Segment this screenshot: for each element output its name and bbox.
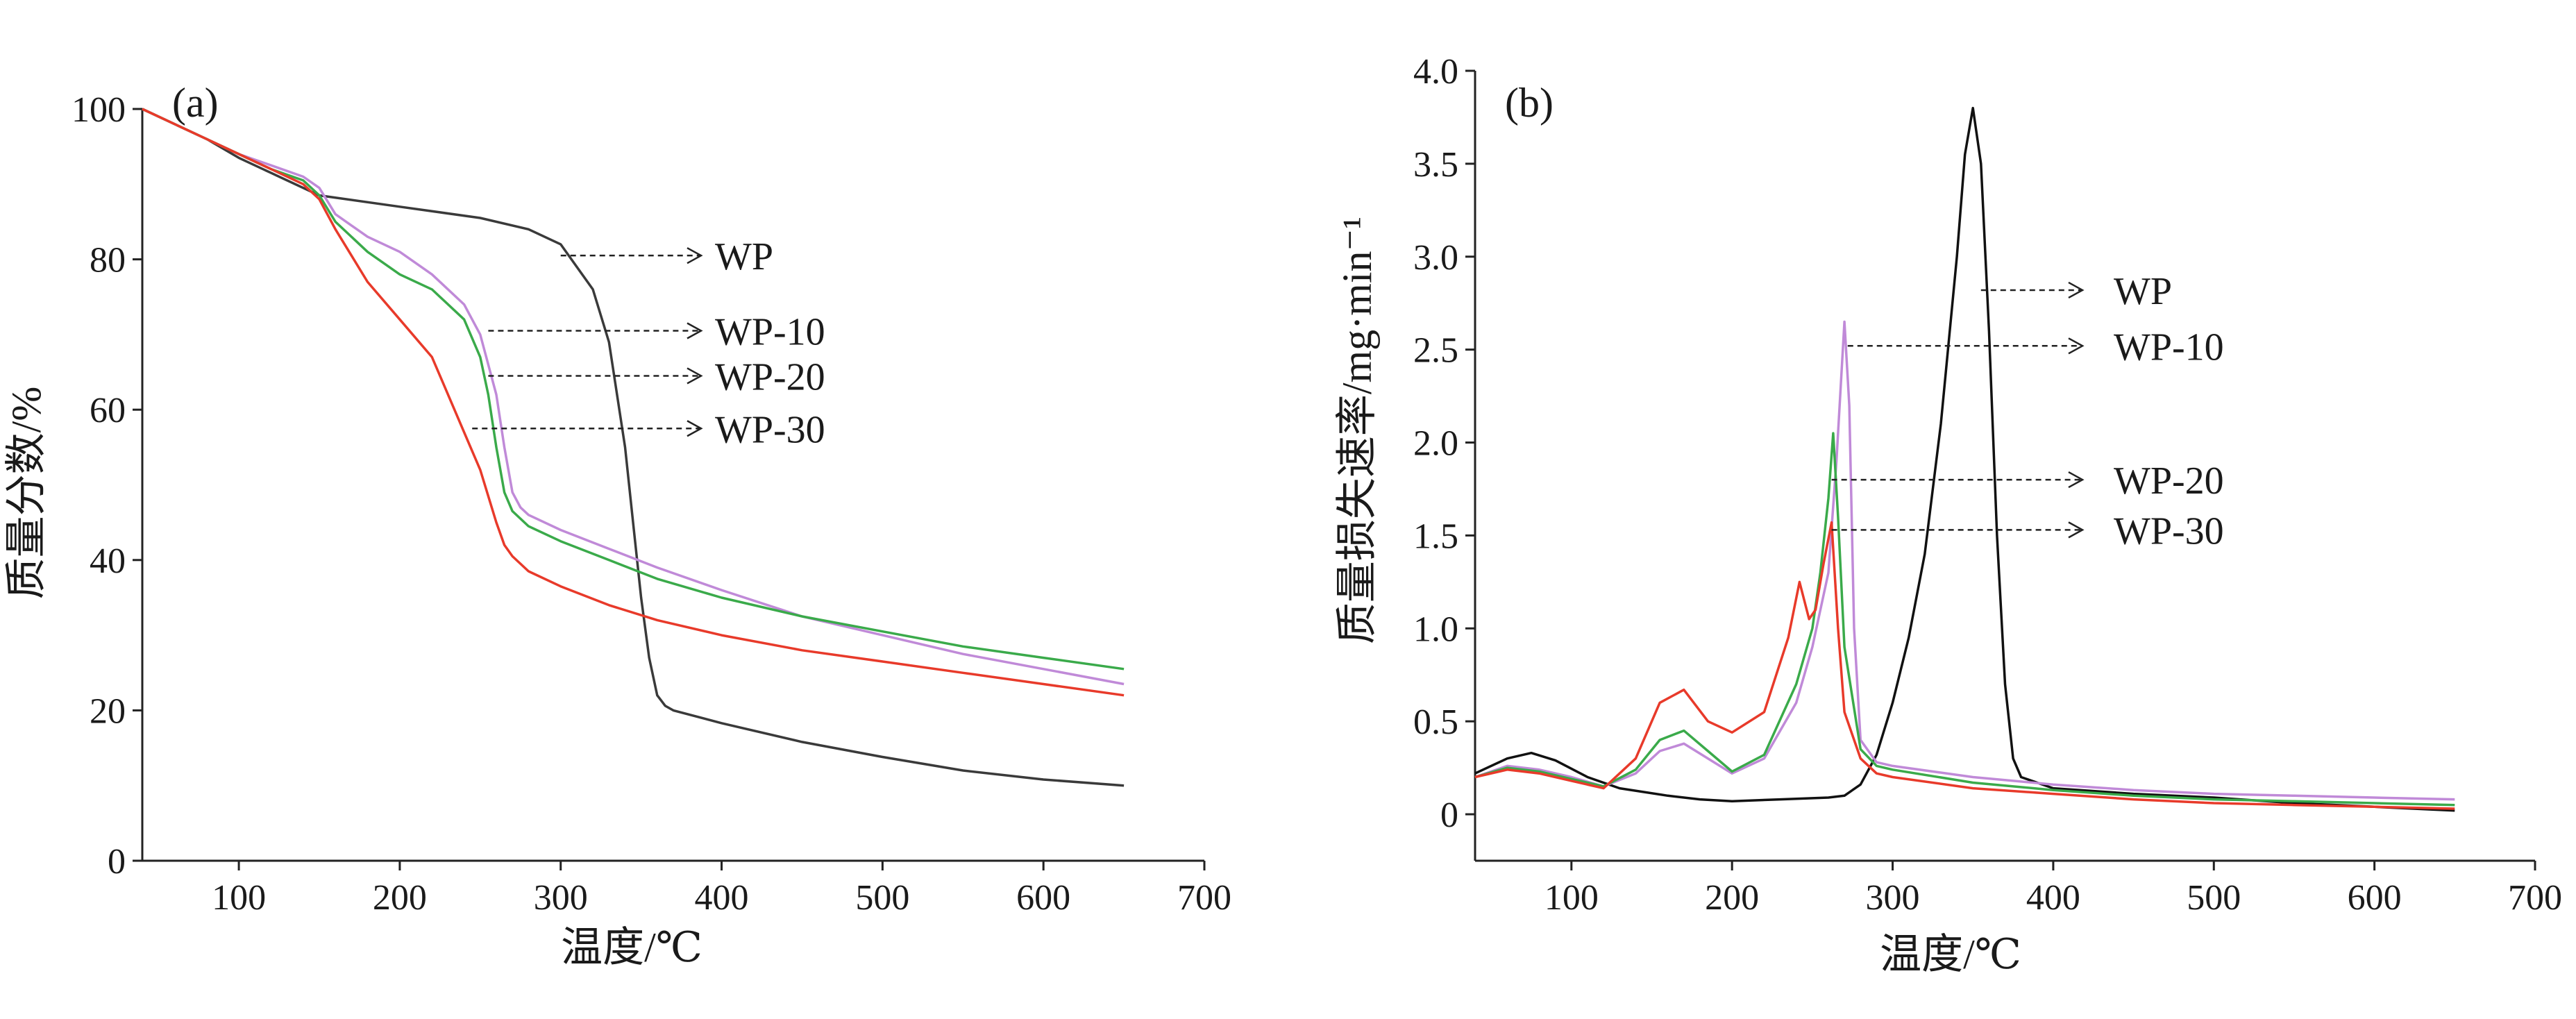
y-tick-label: 100 bbox=[71, 90, 126, 130]
series-line-wp-30 bbox=[1474, 521, 2455, 810]
x-tick-label: 200 bbox=[373, 878, 427, 918]
panel-a-label: (a) bbox=[172, 80, 219, 126]
series-label-wp-10: WP-10 bbox=[715, 310, 825, 353]
annotation-arrowhead bbox=[687, 367, 703, 385]
series-label-wp: WP bbox=[2114, 270, 2172, 313]
series-line-wp bbox=[142, 108, 1125, 787]
x-tick-label: 100 bbox=[212, 878, 266, 918]
annotation-arrowhead bbox=[2068, 337, 2085, 355]
annotation-arrowhead bbox=[687, 420, 703, 437]
y-tick-label: 0.5 bbox=[1413, 702, 1458, 742]
annotation-arrowhead bbox=[2068, 521, 2085, 539]
x-tick-label: 200 bbox=[1705, 878, 1759, 918]
series-label-wp-20: WP-20 bbox=[2114, 460, 2224, 503]
x-tick-label: 700 bbox=[1177, 878, 1231, 918]
x-tick-label: 300 bbox=[534, 878, 588, 918]
x-tick-label: 700 bbox=[2508, 878, 2562, 918]
series-label-wp-10: WP-10 bbox=[2114, 326, 2224, 369]
annotation-arrowhead bbox=[2068, 281, 2085, 299]
series-label-wp-30: WP-30 bbox=[2114, 510, 2224, 553]
y-tick-label: 0 bbox=[108, 842, 126, 882]
x-tick-label: 600 bbox=[2348, 878, 2402, 918]
series-label-wp-30: WP-30 bbox=[715, 408, 825, 451]
x-tick-label: 600 bbox=[1016, 878, 1070, 918]
x-tick-label: 300 bbox=[1866, 878, 1920, 918]
y-tick-label: 1.5 bbox=[1413, 516, 1458, 556]
y-tick-label: 80 bbox=[90, 241, 126, 280]
annotation-arrowhead bbox=[687, 322, 703, 339]
series-label-wp-20: WP-20 bbox=[715, 355, 825, 398]
series-line-wp-10 bbox=[142, 108, 1125, 686]
y-tick-label: 60 bbox=[90, 391, 126, 430]
series-line-wp-30 bbox=[142, 108, 1125, 697]
y-tick-label: 3.0 bbox=[1413, 238, 1458, 278]
y-tick-label: 4.0 bbox=[1413, 52, 1458, 92]
y-tick-label: 3.5 bbox=[1413, 145, 1458, 185]
y-tick-label: 40 bbox=[90, 541, 126, 581]
x-tick-label: 400 bbox=[2026, 878, 2080, 918]
x-tick-label: 500 bbox=[2187, 878, 2241, 918]
panel-b-xlabel: 温度/℃ bbox=[1880, 932, 2021, 977]
panel-b-label: (b) bbox=[1505, 80, 1554, 126]
y-tick-label: 2.0 bbox=[1413, 424, 1458, 464]
panel-a-xlabel: 温度/℃ bbox=[561, 925, 702, 970]
series-line-wp bbox=[1474, 106, 2455, 812]
annotation-arrowhead bbox=[2068, 471, 2085, 489]
y-tick-label: 20 bbox=[90, 691, 126, 731]
panel-a-tga-chart: (a) 温度/℃ 质量分数/% 100 200 300 400 500 600 700 0 20… bbox=[3, 80, 1231, 970]
x-tick-label: 100 bbox=[1544, 878, 1599, 918]
y-tick-label: 0 bbox=[1440, 795, 1458, 835]
series-label-wp: WP bbox=[715, 235, 773, 278]
panel-b-ylabel: 质量损失速率/mg·min⁻¹ bbox=[1334, 217, 1380, 644]
x-tick-label: 400 bbox=[695, 878, 749, 918]
annotation-arrowhead bbox=[687, 247, 703, 264]
series-line-wp-20 bbox=[1474, 432, 2455, 807]
x-tick-label: 500 bbox=[855, 878, 909, 918]
y-tick-label: 2.5 bbox=[1413, 331, 1458, 371]
series-line-wp-10 bbox=[1474, 320, 2455, 801]
series-line-wp-20 bbox=[142, 108, 1125, 671]
y-tick-label: 1.0 bbox=[1413, 609, 1458, 649]
panel-b-dtg-chart: (b) 温度/℃ 质量损失速率/mg·min⁻¹ 100 200 300 400 500… bbox=[1334, 52, 2562, 977]
panel-a-ylabel: 质量分数/% bbox=[3, 387, 49, 600]
